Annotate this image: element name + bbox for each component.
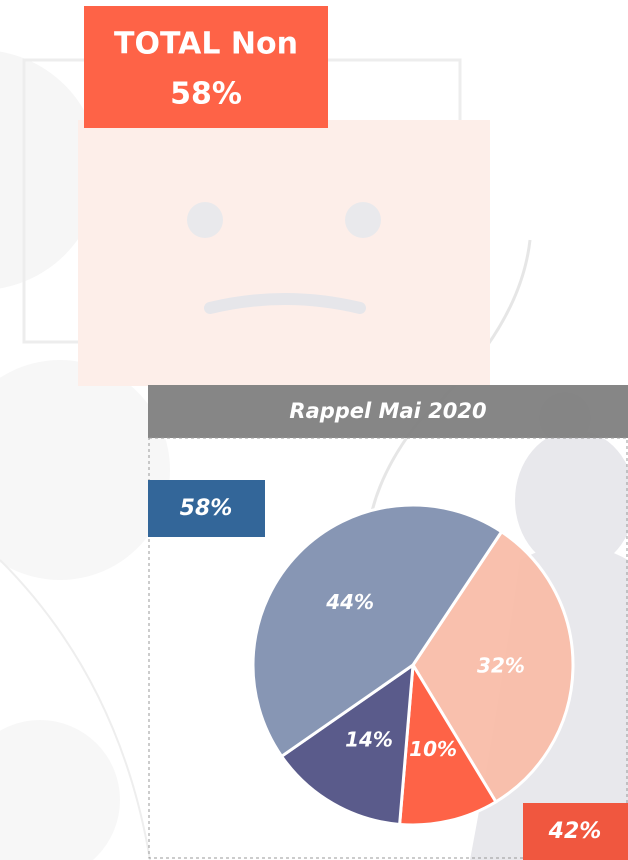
blue-total: 58% — [180, 496, 233, 521]
pie-slice — [397, 660, 498, 827]
eye — [187, 202, 223, 238]
red-box — [523, 803, 628, 860]
blue-box — [148, 480, 265, 537]
pie-slice — [251, 503, 504, 759]
bg-curve — [0, 559, 151, 860]
red-total: 42% — [548, 819, 602, 844]
sad-face-box — [78, 120, 490, 386]
eye — [345, 202, 381, 238]
pie: 32% 10% 14% 44% — [251, 503, 575, 827]
mouth — [204, 293, 366, 314]
bg-circle — [0, 360, 170, 580]
total-label: TOTAL Non — [114, 27, 298, 62]
slice-label: 10% — [409, 737, 457, 761]
slice-label: 14% — [345, 728, 393, 752]
total-box — [84, 6, 328, 128]
pie-slice — [279, 661, 415, 827]
bg-circle — [0, 720, 120, 860]
chart-frame — [148, 437, 628, 859]
title-bar — [148, 385, 628, 438]
pie-slice — [411, 529, 575, 804]
slice-label: 44% — [325, 590, 374, 614]
chart-title: Rappel Mai 2020 — [289, 399, 486, 423]
slice-label: 32% — [477, 653, 525, 677]
total-value: 58% — [170, 77, 242, 112]
